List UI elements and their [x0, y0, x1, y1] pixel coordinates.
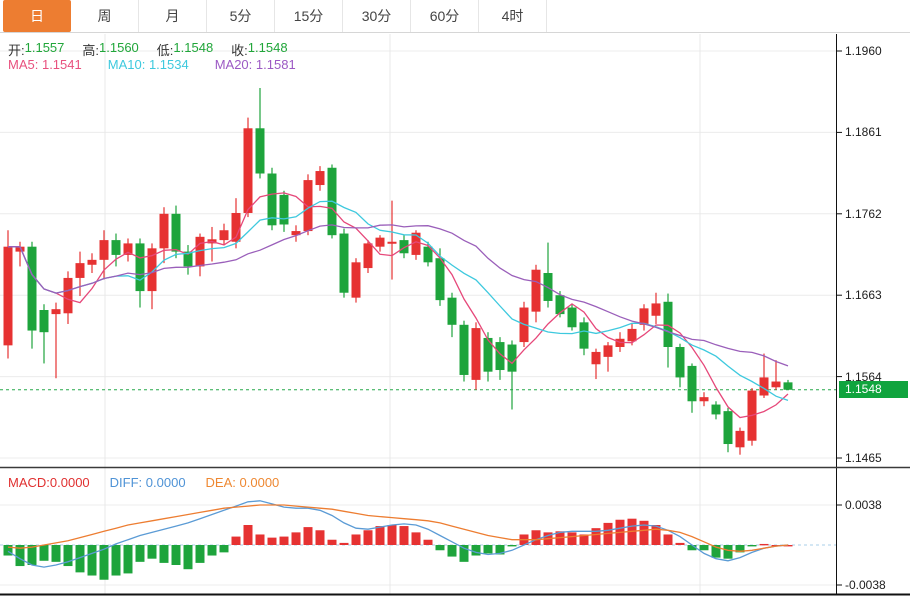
- tab-60分[interactable]: 60分: [411, 0, 479, 32]
- ma5-readout: MA5: 1.1541: [8, 57, 82, 72]
- close-value: 1.1548: [247, 40, 288, 55]
- diff-line: [7, 500, 789, 568]
- gridlines: [0, 34, 836, 594]
- diff-value-readout: DIFF: 0.0000: [109, 475, 186, 490]
- ma10-readout: MA10: 1.1534: [107, 57, 189, 72]
- price-tick-1.1564: 1.1564: [845, 369, 882, 384]
- low-label: 低:: [156, 43, 174, 58]
- macd-tick--0.0038: -0.0038: [845, 578, 886, 592]
- ma-readout: MA5: 1.1541 MA10: 1.1534 MA20: 1.1581: [8, 57, 296, 72]
- dea-line: [7, 504, 789, 552]
- price-tick-1.1465: 1.1465: [845, 451, 882, 465]
- tab-4时[interactable]: 4时: [479, 0, 547, 32]
- ma20-line: [8, 224, 789, 367]
- timeframe-tabbar: 日周月 5分 15分 30分 60分 4时: [0, 0, 910, 33]
- tab-5分[interactable]: 5分: [207, 0, 275, 32]
- macd-histogram: [3, 518, 793, 580]
- candles: [3, 88, 793, 455]
- macd-tick-0.0038: 0.0038: [845, 498, 882, 512]
- macd-readout: MACD:0.0000 DIFF: 0.0000 DEA: 0.0000: [8, 475, 279, 490]
- price-tick-1.1762: 1.1762: [845, 206, 882, 221]
- current-price-badge: 1.1548: [839, 381, 908, 398]
- price-tick-1.1861: 1.1861: [845, 125, 882, 140]
- tab-30分[interactable]: 30分: [343, 0, 411, 32]
- close-label: 收:: [231, 43, 248, 58]
- high-label: 高:: [82, 43, 100, 58]
- open-label: 开:: [8, 43, 25, 58]
- ma5-line: [8, 192, 789, 419]
- high-value: 1.1560: [99, 40, 139, 55]
- ma20-readout: MA20: 1.1581: [214, 57, 296, 72]
- dea-value-readout: DEA: 0.0000: [205, 475, 280, 490]
- ohlc-readout: 开: 1.1557 高: 1.1560 低: 1.1548 收: 1.1548: [8, 40, 306, 59]
- chart-frame: [0, 34, 910, 596]
- tab-日[interactable]: 日: [3, 0, 71, 32]
- tab-周[interactable]: 周: [71, 0, 139, 32]
- tab-月[interactable]: 月: [139, 0, 207, 32]
- macd-value-readout: MACD:0.0000: [8, 475, 90, 490]
- price-tick-1.1960: 1.1960: [845, 44, 882, 58]
- tab-15分[interactable]: 15分: [275, 0, 343, 32]
- open-value: 1.1557: [24, 40, 65, 55]
- low-value: 1.1548: [173, 40, 214, 55]
- price-tick-1.1663: 1.1663: [845, 288, 882, 303]
- ma10-line: [8, 200, 789, 402]
